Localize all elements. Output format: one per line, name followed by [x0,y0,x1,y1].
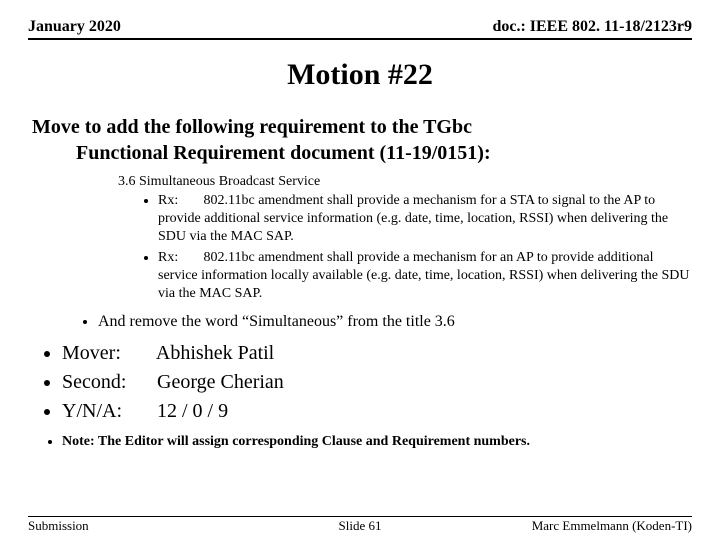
vote-second-name: George Cherian [157,371,284,393]
vote-yna-label: Y/N/A: [62,397,152,426]
footer: Submission Slide 61 Marc Emmelmann (Kode… [28,516,692,534]
motion-line2: Functional Requirement document (11-19/0… [32,140,692,166]
vote-second: Second: George Cherian [62,368,692,397]
header: January 2020 doc.: IEEE 802. 11-18/2123r… [28,18,692,40]
page-title: Motion #22 [28,58,692,92]
rx-text: 802.11bc amendment shall provide a mecha… [158,193,668,244]
mid-bullet-list: And remove the word “Simultaneous” from … [28,313,692,331]
motion-line1: Move to add the following requirement to… [32,116,472,138]
note-item: Note: The Editor will assign correspondi… [62,434,692,450]
vote-mover-label: Mover: [62,339,152,368]
footer-center: Slide 61 [339,518,382,534]
footer-right: Marc Emmelmann (Koden-TI) [532,518,692,534]
sub-bullet-item: Rx: 802.11bc amendment shall provide a m… [158,192,692,247]
mid-bullet-item: And remove the word “Simultaneous” from … [98,313,692,331]
header-doc-number: doc.: IEEE 802. 11-18/2123r9 [492,18,692,36]
header-date: January 2020 [28,18,121,36]
vote-list: Mover: Abhishek Patil Second: George Che… [28,339,692,426]
sub-bullet-list: Rx: 802.11bc amendment shall provide a m… [28,192,692,303]
motion-statement: Move to add the following requirement to… [28,114,692,166]
vote-second-label: Second: [62,368,152,397]
rx-label: Rx: [158,249,200,267]
rx-text: 802.11bc amendment shall provide a mecha… [158,250,689,301]
rx-label: Rx: [158,192,200,210]
vote-mover: Mover: Abhishek Patil [62,339,692,368]
note-list: Note: The Editor will assign correspondi… [28,434,692,450]
sub-bullet-item: Rx: 802.11bc amendment shall provide a m… [158,249,692,304]
vote-mover-name: Abhishek Patil [156,342,274,364]
footer-left: Submission [28,518,89,534]
vote-yna-value: 12 / 0 / 9 [157,400,228,422]
section-heading: 3.6 Simultaneous Broadcast Service [28,174,692,190]
vote-yna: Y/N/A: 12 / 0 / 9 [62,397,692,426]
